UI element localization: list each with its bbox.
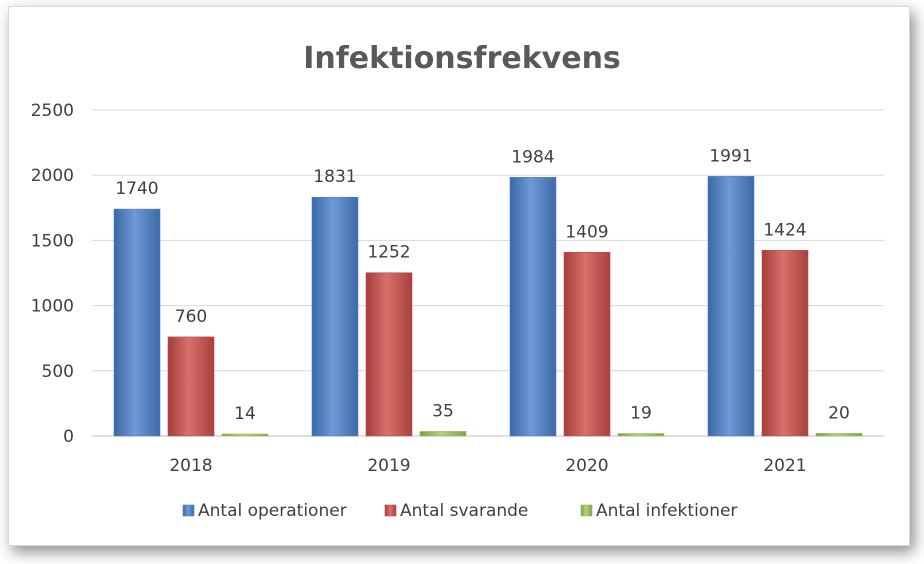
x-axis: 2018 2019 2020 2021: [169, 456, 806, 476]
data-label: 19: [630, 404, 652, 424]
legend-label: Antal infektioner: [596, 501, 737, 521]
legend-label: Antal svarande: [400, 501, 528, 521]
data-label: 1984: [511, 147, 554, 167]
data-label: 35: [432, 401, 454, 421]
x-tick-label: 2018: [169, 456, 212, 476]
y-axis: 0 500 1000 1500 2000 2500: [31, 101, 74, 447]
y-tick-label: 1500: [31, 231, 74, 251]
bar-antal-infektioner-2018: [221, 433, 269, 437]
legend: Antal operationer Antal svarande Antal inf…: [182, 501, 737, 521]
legend-swatch: [580, 504, 593, 517]
y-tick-label: 2500: [31, 101, 74, 121]
bar-antal-operationer-2021: [707, 176, 755, 437]
bars: 1740 760 14 1831 1252 35 1984 1409 19 1991 1424 20: [113, 146, 863, 437]
bar-antal-svarande-2021: [761, 250, 809, 437]
bar-antal-operationer-2019: [311, 196, 359, 437]
bar-antal-infektioner-2019: [419, 431, 467, 437]
data-label: 1252: [367, 243, 410, 263]
data-label: 1831: [313, 167, 356, 187]
chart-title: Infektionsfrekvens: [303, 41, 621, 76]
bar-antal-operationer-2018: [113, 208, 161, 437]
legend-label: Antal operationer: [198, 501, 347, 521]
x-tick-label: 2021: [763, 456, 806, 476]
x-tick-label: 2020: [565, 456, 608, 476]
bar-antal-svarande-2019: [365, 272, 413, 437]
y-tick-label: 1000: [31, 297, 74, 317]
bar-antal-svarande-2020: [563, 251, 611, 437]
y-tick-label: 0: [63, 427, 74, 447]
bar-antal-operationer-2020: [509, 176, 557, 437]
bar-antal-svarande-2018: [167, 336, 215, 437]
x-tick-label: 2019: [367, 456, 410, 476]
data-label: 1409: [565, 222, 608, 242]
data-label: 20: [828, 403, 850, 423]
legend-swatch: [384, 504, 397, 517]
data-label: 1740: [115, 179, 158, 199]
data-label: 760: [175, 307, 207, 327]
y-tick-label: 500: [42, 362, 74, 382]
data-label: 1424: [763, 220, 806, 240]
y-tick-label: 2000: [31, 166, 74, 186]
bar-antal-infektioner-2021: [815, 433, 863, 437]
bar-antal-infektioner-2020: [617, 433, 665, 437]
data-label: 1991: [709, 146, 752, 166]
data-label: 14: [234, 404, 256, 424]
legend-swatch: [182, 504, 195, 517]
